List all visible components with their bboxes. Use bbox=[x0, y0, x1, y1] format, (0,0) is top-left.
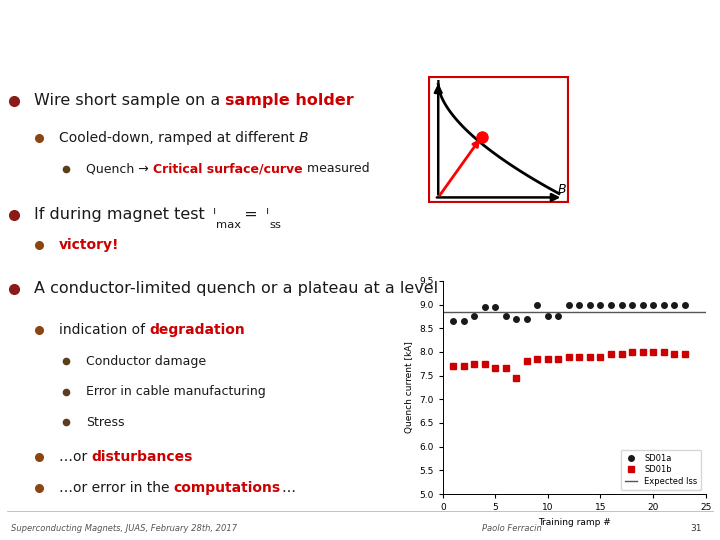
Y-axis label: Quench current [kA]: Quench current [kA] bbox=[405, 341, 414, 434]
SD01a bbox=[491, 303, 500, 310]
Text: Error in cable manufacturing: Error in cable manufacturing bbox=[86, 385, 266, 398]
Text: measured: measured bbox=[302, 162, 369, 175]
Text: B: B bbox=[557, 183, 566, 196]
SD01a bbox=[670, 301, 678, 308]
Text: computations: computations bbox=[174, 481, 281, 495]
SD01a bbox=[564, 301, 573, 308]
Text: 31: 31 bbox=[690, 524, 702, 533]
SD01b bbox=[491, 365, 500, 372]
SD01b bbox=[607, 351, 616, 357]
Text: indication of: indication of bbox=[59, 323, 150, 338]
SD01b bbox=[512, 375, 521, 381]
Legend: SD01a, SD01b, Expected Iss: SD01a, SD01b, Expected Iss bbox=[621, 450, 701, 490]
SD01b bbox=[480, 361, 489, 367]
Text: …or error in the: …or error in the bbox=[59, 481, 174, 495]
Text: ss: ss bbox=[269, 220, 282, 231]
Text: =  ᴵ: = ᴵ bbox=[241, 207, 269, 222]
SD01a bbox=[575, 301, 584, 308]
Expected Iss bbox=[449, 308, 458, 315]
SD01b bbox=[596, 353, 605, 360]
SD01a bbox=[554, 313, 563, 320]
SD01b bbox=[459, 363, 468, 369]
SD01b bbox=[502, 365, 510, 372]
SD01b bbox=[544, 356, 552, 362]
SD01b bbox=[449, 363, 458, 369]
Text: Training: Training bbox=[306, 7, 414, 31]
X-axis label: Training ramp #: Training ramp # bbox=[538, 518, 611, 526]
SD01a bbox=[533, 301, 541, 308]
SD01a bbox=[649, 301, 657, 308]
SD01b bbox=[533, 356, 541, 362]
Text: Quench →: Quench → bbox=[86, 162, 153, 175]
SD01a bbox=[502, 313, 510, 320]
SD01a bbox=[470, 313, 479, 320]
Text: …or: …or bbox=[59, 450, 91, 464]
SD01a bbox=[480, 303, 489, 310]
Line: SD01a: SD01a bbox=[451, 302, 688, 324]
SD01b bbox=[660, 349, 668, 355]
SD01a bbox=[544, 313, 552, 320]
SD01a bbox=[523, 315, 531, 322]
SD01a bbox=[449, 318, 458, 325]
Text: Degraded performance: Degraded performance bbox=[224, 45, 496, 65]
SD01a bbox=[680, 301, 689, 308]
SD01b bbox=[617, 351, 626, 357]
SD01b bbox=[649, 349, 657, 355]
Text: If during magnet test  ᴵ: If during magnet test ᴵ bbox=[34, 207, 216, 222]
Text: Wire short sample on a: Wire short sample on a bbox=[34, 93, 225, 109]
SD01a bbox=[512, 315, 521, 322]
Expected Iss bbox=[438, 308, 447, 315]
Line: SD01b: SD01b bbox=[451, 349, 688, 381]
Text: CERN: CERN bbox=[10, 25, 37, 34]
SD01b bbox=[680, 351, 689, 357]
Text: Superconducting Magnets, JUAS, February 28th, 2017: Superconducting Magnets, JUAS, February … bbox=[11, 524, 237, 533]
SD01a bbox=[607, 301, 616, 308]
SD01a bbox=[638, 301, 647, 308]
Text: max: max bbox=[216, 220, 241, 231]
SD01a bbox=[585, 301, 594, 308]
SD01b bbox=[564, 353, 573, 360]
Text: disturbances: disturbances bbox=[91, 450, 193, 464]
SD01b bbox=[638, 349, 647, 355]
SD01a bbox=[596, 301, 605, 308]
SD01b bbox=[554, 356, 563, 362]
Text: Critical surface/curve: Critical surface/curve bbox=[153, 162, 302, 175]
SD01b bbox=[523, 358, 531, 365]
Text: Cooled-down, ramped at different: Cooled-down, ramped at different bbox=[59, 131, 299, 145]
Text: Paolo Ferracin: Paolo Ferracin bbox=[482, 524, 542, 533]
Text: Conductor damage: Conductor damage bbox=[86, 355, 207, 368]
SD01b bbox=[470, 361, 479, 367]
Text: A conductor-limited quench or a plateau at a level lower: A conductor-limited quench or a plateau … bbox=[34, 281, 487, 296]
SD01a bbox=[617, 301, 626, 308]
Text: sample holder: sample holder bbox=[225, 93, 354, 109]
Text: J: J bbox=[436, 79, 440, 92]
Text: victory!: victory! bbox=[59, 238, 120, 252]
Text: Stress: Stress bbox=[86, 416, 125, 429]
SD01b bbox=[670, 351, 678, 357]
Text: …: … bbox=[281, 481, 295, 495]
SD01a bbox=[660, 301, 668, 308]
SD01b bbox=[585, 353, 594, 360]
SD01b bbox=[628, 349, 636, 355]
SD01b bbox=[575, 353, 584, 360]
SD01a bbox=[459, 318, 468, 325]
Text: degradation: degradation bbox=[150, 323, 246, 338]
Text: B: B bbox=[299, 131, 308, 145]
SD01a bbox=[628, 301, 636, 308]
